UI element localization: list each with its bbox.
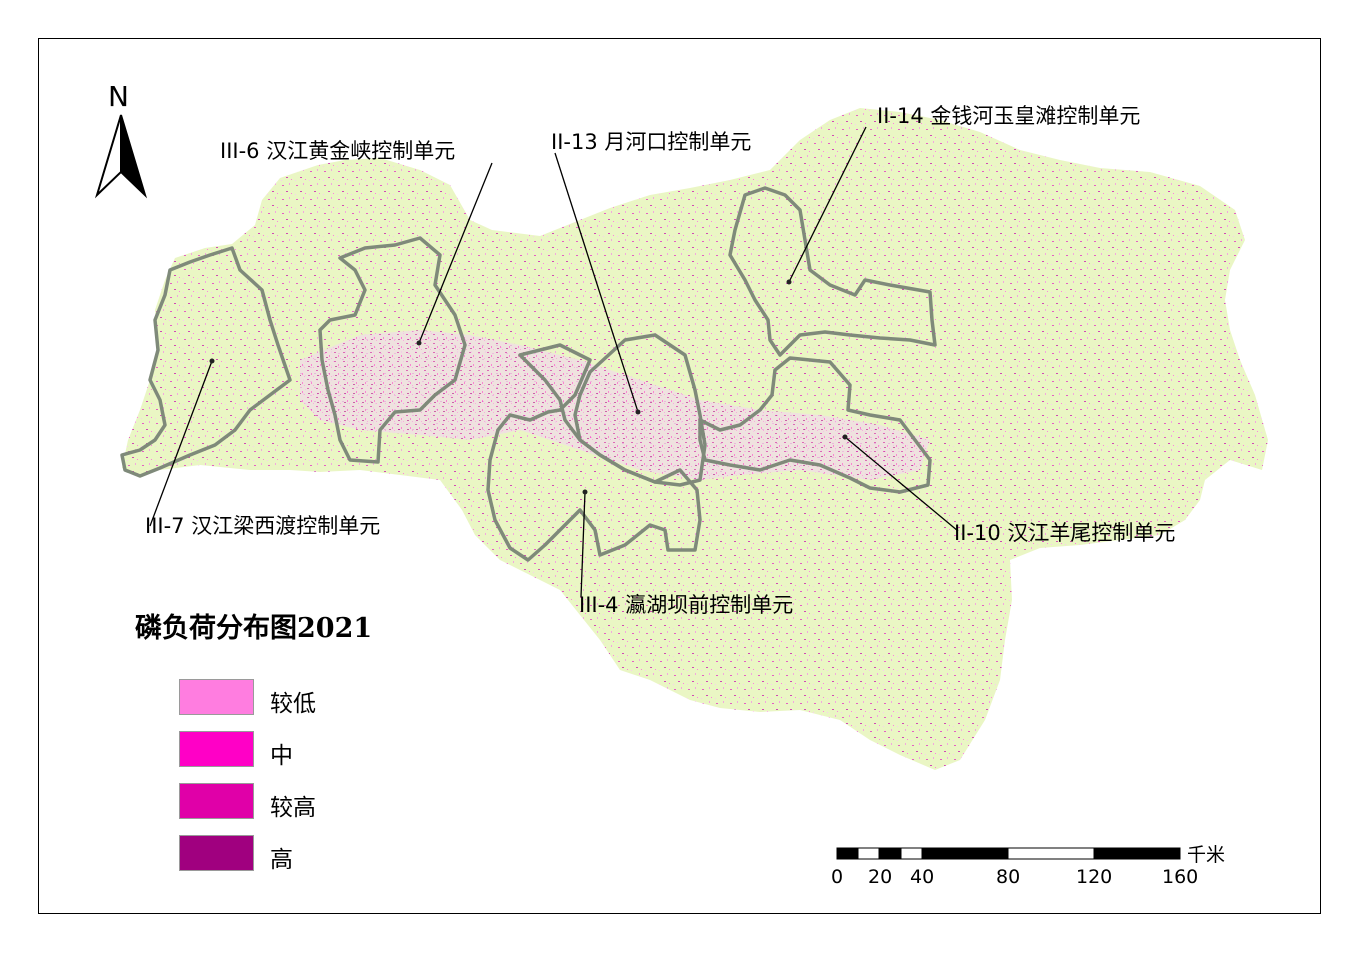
unit-point-ii-13 [635,409,641,415]
scale-unit-label: 千米 [1187,844,1226,866]
unit-label-iii-6: III-6 汉江黄金峡控制单元 [220,139,456,163]
leader-iii-4 [580,491,586,598]
legend-swatch [179,783,254,819]
unit-boundary-ii-14 [728,186,937,357]
unit-label-ii-13: II-13 月河口控制单元 [551,130,752,154]
leader-ii-10 [844,436,959,532]
legend-label: 中 [270,743,293,769]
unit-point-ii-10 [842,434,848,440]
leader-ii-13 [554,152,639,413]
legend-swatch [179,731,254,767]
unit-label-ii-14: II-14 金钱河玉皇滩控制单元 [877,104,1141,128]
scale-tick-label: 160 [1162,866,1199,888]
legend-swatch [179,835,254,871]
leader-ii-14 [788,126,867,283]
legend-swatch [179,679,254,715]
scale-bar [836,847,1181,860]
legend-title: 磷负荷分布图2021 [135,613,373,644]
scale-tick-label: 40 [910,866,935,888]
unit-label-iii-7: III-7 汉江梁西渡控制单元 [145,514,381,538]
leader-iii-6 [418,162,493,344]
unit-point-iii-6 [416,340,422,346]
north-arrow-icon [94,114,148,199]
scale-tick-label: 80 [996,866,1021,888]
scale-tick-label: 0 [831,866,844,888]
unit-boundary-ii-13 [573,333,707,487]
legend-label: 高 [270,847,293,873]
legend-label: 较低 [270,691,316,717]
unit-label-iii-4: III-4 瀛湖坝前控制单元 [579,593,794,617]
unit-boundary-iii-7 [120,246,292,478]
unit-boundary-ii-10 [698,356,932,494]
north-label: N [108,80,129,113]
unit-point-iii-4 [582,489,588,495]
leader-iii-7 [149,360,213,527]
scale-tick-label: 20 [868,866,893,888]
unit-point-iii-7 [209,358,215,364]
unit-boundary-iii-6 [318,236,467,464]
scale-tick-label: 120 [1076,866,1113,888]
unit-label-ii-10: II-10 汉江羊尾控制单元 [954,521,1176,545]
legend-label: 较高 [270,795,316,821]
unit-point-ii-14 [786,279,792,285]
